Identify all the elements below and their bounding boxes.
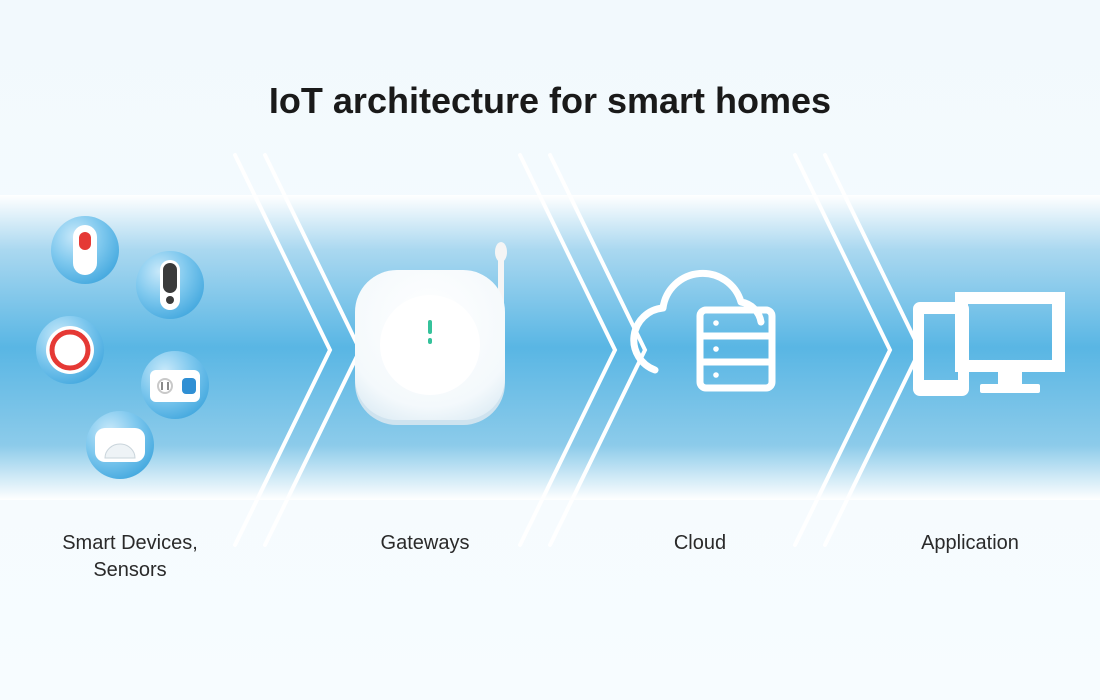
diagram-title: IoT architecture for smart homes [0,80,1100,122]
label-cloud: Cloud [600,530,800,557]
label-application: Application [870,530,1070,557]
smart-plug-icon [141,351,209,419]
label-devices: Smart Devices, Sensors [30,530,230,584]
alarm-button-icon [36,316,104,384]
label-gateways: Gateways [325,530,525,557]
motion-sensor-icon [86,411,154,479]
flow-band [0,195,1100,500]
diagram-canvas: IoT architecture for smart homes Smart D… [0,0,1100,700]
dash-button-icon [136,251,204,319]
door-sensor-icon [51,216,119,284]
